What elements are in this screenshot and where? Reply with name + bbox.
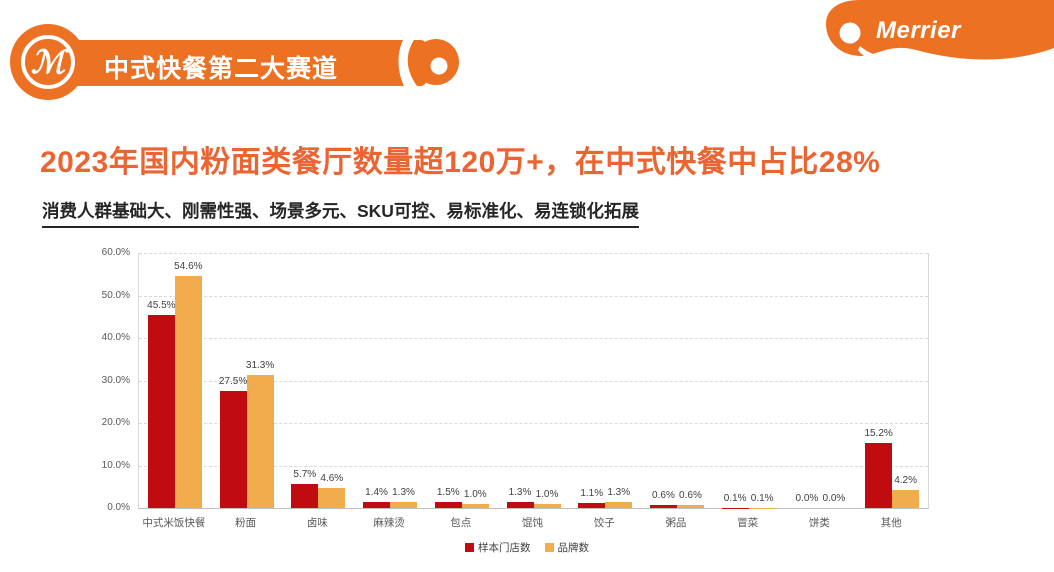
- gridline: [139, 338, 928, 339]
- bar-chart: 45.5% 54.6% 27.5% 31.3% 5.7% 4.6% 1.4% 1.3% 1.5%…: [0, 245, 1054, 565]
- bar-value-label: 54.6%: [174, 260, 203, 272]
- gridline: [139, 253, 928, 254]
- y-axis-label: 20.0%: [101, 417, 130, 428]
- bar-品牌数: [892, 490, 920, 508]
- bar-value-label: 0.0%: [795, 493, 819, 504]
- gridline: [139, 465, 928, 467]
- y-axis-label: 0.0%: [107, 502, 130, 513]
- bar-value-label: 5.7%: [293, 468, 317, 480]
- bar-样本门店数: [434, 501, 462, 508]
- bar-样本门店数: [506, 502, 534, 508]
- bar-value-label: 31.3%: [245, 359, 275, 371]
- y-axis-label: 60.0%: [101, 247, 130, 258]
- chart-legend: 样本门店数 品牌数: [0, 540, 1054, 555]
- x-axis-label: 冒菜: [737, 517, 759, 529]
- bar-value-label: 0.0%: [822, 493, 846, 504]
- x-axis-label: 饼类: [808, 517, 830, 529]
- x-axis-label: 粉面: [235, 517, 257, 529]
- merrier-wave-logo: [826, 0, 1054, 64]
- legend-swatch: [465, 543, 474, 552]
- plot-area: 45.5% 54.6% 27.5% 31.3% 5.7% 4.6% 1.4% 1.3% 1.5%…: [138, 253, 929, 509]
- bar-value-label: 1.3%: [607, 487, 631, 499]
- bar-value-label: 1.0%: [463, 488, 487, 500]
- bar-value-label: 1.1%: [580, 488, 604, 500]
- page-subtitle: 消费人群基础大、刚需性强、场景多元、SKU可控、易标准化、易连锁化拓展: [42, 198, 639, 228]
- bar-value-label: 0.6%: [679, 490, 702, 502]
- bar-品牌数: [174, 275, 202, 508]
- bar-品牌数: [318, 488, 346, 508]
- legend-swatch: [544, 543, 554, 552]
- x-axis-label: 中式米饭快餐: [142, 517, 206, 529]
- x-axis-label: 麻辣烫: [373, 517, 405, 529]
- bar-品牌数: [390, 502, 418, 508]
- legend-label: 样本门店数: [478, 542, 531, 554]
- bar-value-label: 1.3%: [392, 487, 415, 499]
- bar-样本门店数: [865, 443, 893, 508]
- bar-品牌数: [461, 503, 489, 508]
- gridline: [139, 423, 928, 424]
- bar-品牌数: [676, 505, 704, 508]
- x-axis-label: 其他: [880, 517, 902, 529]
- bar-value-label: 1.4%: [365, 487, 388, 499]
- bar-value-label: 0.1%: [723, 492, 747, 504]
- bar-value-label: 0.1%: [750, 492, 774, 504]
- legend-item: 样本门店数: [465, 540, 531, 555]
- bar-value-label: 1.0%: [535, 488, 559, 500]
- y-axis-label: 40.0%: [101, 332, 130, 343]
- x-axis-label: 卤味: [306, 517, 328, 529]
- bar-value-label: 1.3%: [508, 487, 532, 499]
- banner-ribbon: [62, 34, 459, 90]
- bar-value-label: 1.5%: [436, 486, 460, 498]
- gridline: [139, 380, 928, 382]
- legend-label: 品牌数: [557, 542, 590, 554]
- bar-样本门店数: [363, 502, 391, 508]
- x-axis-label: 饺子: [593, 517, 615, 529]
- bar-品牌数: [246, 374, 274, 508]
- bar-样本门店数: [649, 505, 677, 508]
- legend-item: 品牌数: [544, 540, 590, 555]
- header-banner-graphic: ℳ: [10, 24, 459, 100]
- bar-品牌数: [533, 503, 561, 508]
- bar-品牌数: [605, 502, 633, 508]
- bar-样本门店数: [578, 503, 606, 508]
- brand-name: Merrier: [876, 17, 961, 44]
- svg-text:ℳ: ℳ: [31, 43, 70, 81]
- bar-value-label: 45.5%: [147, 299, 176, 311]
- x-axis-label: 粥品: [665, 517, 687, 529]
- banner-title: 中式快餐第二大赛道: [104, 55, 339, 83]
- x-axis-label: 包点: [450, 517, 472, 529]
- bar-样本门店数: [147, 314, 175, 508]
- page-title: 2023年国内粉面类餐厅数量超120万+，在中式快餐中占比28%: [40, 146, 881, 179]
- bar-样本门店数: [291, 483, 319, 508]
- y-axis-label: 10.0%: [101, 459, 130, 471]
- y-axis-label: 50.0%: [101, 289, 130, 301]
- y-axis-label: 30.0%: [101, 374, 130, 386]
- bar-value-label: 0.6%: [652, 490, 675, 502]
- bar-value-label: 27.5%: [218, 376, 248, 388]
- bar-value-label: 4.2%: [894, 475, 918, 487]
- gridline: [139, 295, 928, 297]
- bar-value-label: 15.2%: [864, 428, 893, 440]
- brand-logo-icon: ℳ: [10, 24, 86, 100]
- x-axis-label: 馄饨: [521, 517, 543, 529]
- bar-样本门店数: [219, 391, 247, 508]
- bar-value-label: 4.6%: [320, 473, 344, 485]
